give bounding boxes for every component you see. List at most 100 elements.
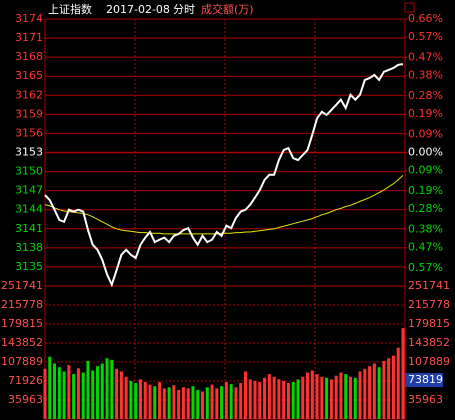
volume-bar <box>353 377 357 419</box>
volume-bar <box>48 356 52 419</box>
volume-bar <box>67 365 71 419</box>
volume-tick-label-right: 35963 <box>408 393 443 406</box>
title-mode: 分时 <box>173 3 195 16</box>
volume-bar <box>205 387 209 419</box>
volume-bar <box>325 377 329 419</box>
volume-tick-label-right: 179815 <box>408 317 450 330</box>
volume-bar <box>396 347 400 419</box>
volume-bar <box>134 383 138 419</box>
y2-tick-label: 0.00% <box>408 146 443 159</box>
volume-bar <box>391 355 395 419</box>
volume-bar <box>129 380 133 419</box>
average-line <box>44 175 404 235</box>
y-tick-label: 3174 <box>15 12 43 25</box>
y2-tick-label: 0.28% <box>408 89 443 102</box>
y2-tick-label: 0.28% <box>408 202 443 215</box>
volume-bar <box>224 382 228 419</box>
volume-bar <box>100 363 104 419</box>
volume-bar <box>196 389 200 419</box>
volume-tick-label: 107889 <box>1 355 43 368</box>
volume-bar <box>248 379 252 419</box>
y-tick-label: 3156 <box>15 126 43 139</box>
y-tick-label: 3171 <box>15 31 43 44</box>
volume-bar <box>181 387 185 419</box>
y2-tick-label: 0.38% <box>408 222 443 235</box>
y2-tick-label: 0.38% <box>408 69 443 82</box>
volume-bar <box>96 366 100 419</box>
volume-bar <box>363 368 367 419</box>
y2-tick-label: 0.57% <box>408 30 443 43</box>
y2-tick-label: 0.19% <box>408 184 443 197</box>
volume-bar <box>43 368 47 419</box>
y2-tick-label: 0.47% <box>408 241 443 254</box>
volume-bar <box>282 380 286 419</box>
volume-bar <box>358 371 362 419</box>
volume-bar <box>210 384 214 419</box>
volume-bar <box>272 376 276 419</box>
volume-bar <box>372 363 376 419</box>
volume-tick-label: 215778 <box>1 298 43 311</box>
y-tick-label: 3135 <box>15 260 43 273</box>
volume-bar <box>329 379 333 419</box>
volume-bar <box>143 382 147 419</box>
volume-tick-label-right: 143852 <box>408 336 450 349</box>
volume-bar <box>177 389 181 419</box>
volume-bar <box>53 363 57 419</box>
y-tick-label: 3138 <box>15 241 43 254</box>
y-tick-label: 3147 <box>15 184 43 197</box>
volume-bar <box>339 372 343 419</box>
volume-bar <box>296 379 300 419</box>
corner-icon[interactable] <box>404 2 415 13</box>
volume-bar <box>348 376 352 419</box>
volume-bar <box>115 368 119 419</box>
volume-bar <box>91 370 95 419</box>
volume-bar <box>320 376 324 419</box>
y2-tick-label: 0.09% <box>408 164 443 177</box>
volume-bar <box>267 374 271 419</box>
y-tick-label: 3150 <box>15 165 43 178</box>
volume-bar <box>382 360 386 419</box>
volume-bar <box>229 384 233 419</box>
volume-tick-label: 143852 <box>1 336 43 349</box>
volume-tick-label-right: 107889 <box>408 355 450 368</box>
volume-tick-label-right: 251741 <box>408 279 450 292</box>
volume-bar <box>119 371 123 419</box>
volume-bar <box>377 367 381 419</box>
volume-bar <box>72 374 76 419</box>
title-volume-label: 成交额(万) <box>201 2 254 16</box>
volume-tick-label: 35963 <box>8 393 43 406</box>
volume-bar <box>186 388 190 419</box>
y2-tick-label: 0.57% <box>408 261 443 274</box>
volume-bar <box>110 359 114 419</box>
volume-bar <box>263 377 267 419</box>
title-name: 上证指数 <box>48 2 92 16</box>
y-tick-label: 3159 <box>15 107 43 120</box>
y-tick-label: 3144 <box>15 203 43 216</box>
volume-bar <box>86 360 90 419</box>
volume-marker-box <box>405 372 443 387</box>
volume-bar <box>243 371 247 419</box>
volume-bar <box>258 382 262 419</box>
y-tick-label: 3141 <box>15 222 43 235</box>
volume-bar <box>239 383 243 419</box>
volume-bar <box>277 379 281 419</box>
volume-marker-label: 73819 <box>408 373 443 386</box>
volume-bar <box>291 382 295 419</box>
y2-tick-label: 0.47% <box>408 50 443 63</box>
volume-bar <box>215 388 219 419</box>
volume-bar <box>315 374 319 419</box>
volume-bar <box>401 328 405 419</box>
volume-bar <box>105 358 109 419</box>
y-tick-label: 3165 <box>15 69 43 82</box>
y2-tick-label: 0.09% <box>408 127 443 140</box>
volume-bar <box>368 366 372 419</box>
volume-bar <box>153 386 157 419</box>
volume-bar <box>76 368 80 419</box>
volume-bar <box>172 385 176 419</box>
volume-tick-label: 251741 <box>1 279 43 292</box>
volume-bar <box>220 386 224 419</box>
volume-bar <box>334 375 338 419</box>
y2-tick-label: 0.66% <box>408 12 443 25</box>
volume-bar <box>310 370 314 419</box>
